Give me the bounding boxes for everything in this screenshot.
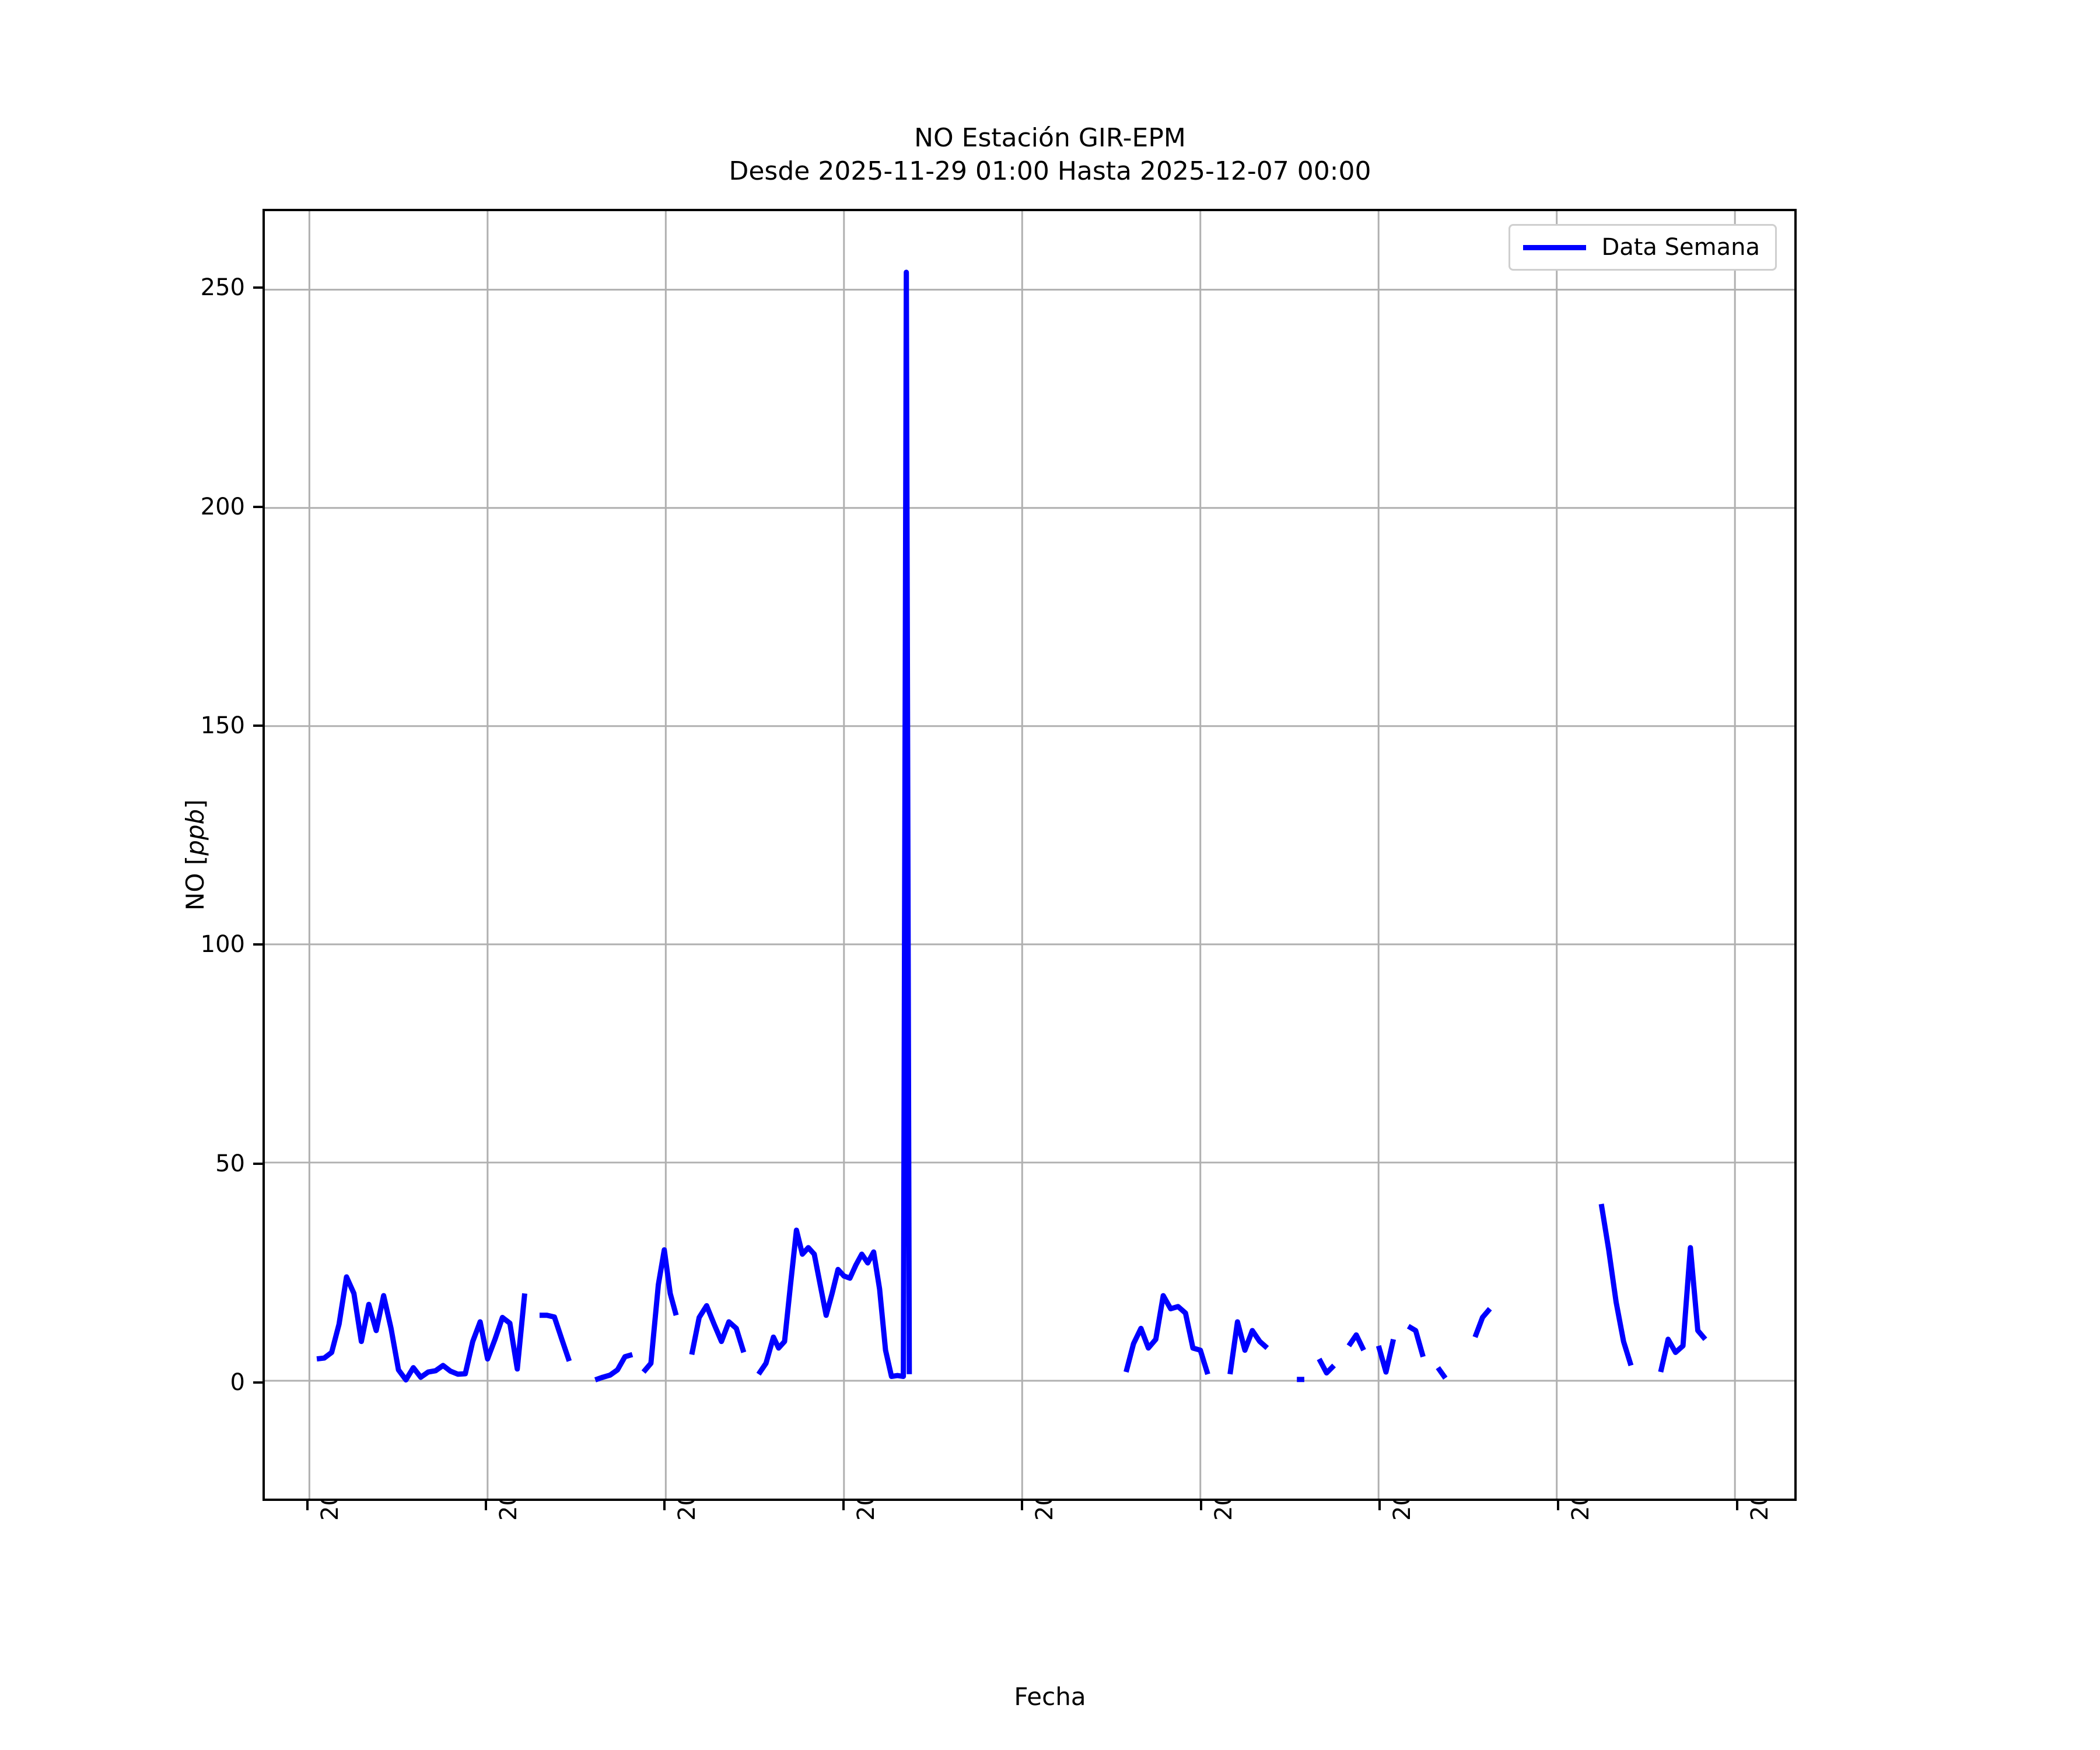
- chart-title: NO Estación GIR-EPM Desde 2025-11-29 01:…: [0, 121, 2100, 188]
- chart-title-line-2: Desde 2025-11-29 01:00 Hasta 2025-12-07 …: [729, 156, 1371, 187]
- legend-label-data-semana: Data Semana: [1601, 234, 1760, 261]
- y-tick-label: 50: [215, 1150, 245, 1177]
- y-tick-mark: [253, 286, 262, 289]
- x-tick-mark: [1557, 1501, 1560, 1510]
- plot-area: Data Semana: [262, 209, 1797, 1501]
- x-tick-mark: [1378, 1501, 1381, 1510]
- y-tick-mark: [253, 505, 262, 508]
- y-axis-label-prefix: NO [: [181, 855, 209, 911]
- x-tick-mark: [1021, 1501, 1024, 1510]
- x-tick-mark: [485, 1501, 487, 1510]
- data-series-line: [316, 270, 1707, 1382]
- y-tick-mark: [253, 943, 262, 946]
- x-tick-mark: [663, 1501, 666, 1510]
- grid-lines: [265, 211, 1794, 1499]
- x-tick-mark: [1735, 1501, 1738, 1510]
- x-tick-mark: [306, 1501, 309, 1510]
- y-tick-label: 100: [200, 931, 245, 958]
- legend[interactable]: Data Semana: [1508, 224, 1777, 271]
- y-tick-label: 200: [200, 493, 245, 520]
- y-tick-label: 0: [230, 1369, 245, 1396]
- y-axis-label-unit: ppb: [181, 808, 209, 856]
- chart-title-line-1: NO Estación GIR-EPM: [914, 123, 1186, 153]
- y-tick-label: 250: [200, 274, 245, 302]
- x-tick-mark: [842, 1501, 845, 1510]
- x-tick-mark: [1199, 1501, 1202, 1510]
- y-tick-label: 150: [200, 712, 245, 739]
- y-tick-mark: [253, 1381, 262, 1384]
- y-axis-label: NO [ppb]: [181, 799, 209, 911]
- x-axis-label: Fecha: [1014, 1682, 1086, 1711]
- y-tick-mark: [253, 724, 262, 727]
- y-tick-mark: [253, 1162, 262, 1165]
- y-axis-label-suffix: ]: [181, 799, 209, 809]
- legend-color-swatch-data-semana: [1523, 244, 1587, 250]
